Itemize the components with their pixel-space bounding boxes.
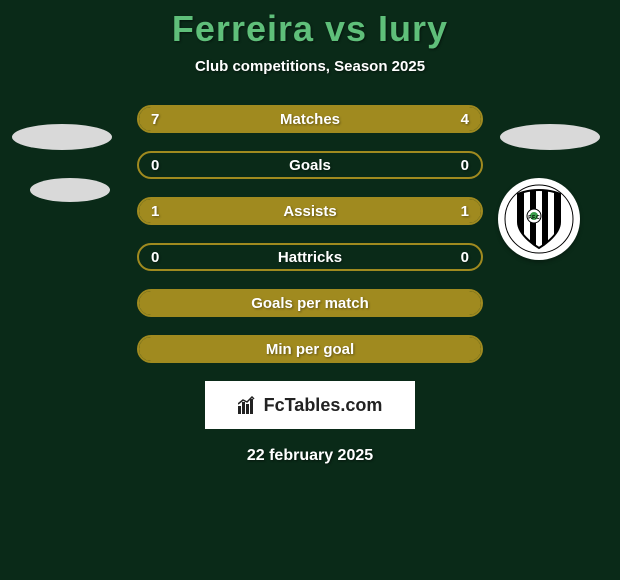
player-badge-right-1	[500, 124, 600, 150]
stat-right-value: 4	[461, 111, 469, 128]
stat-right-value: 0	[461, 157, 469, 174]
stat-left-value: 0	[151, 157, 159, 174]
stat-right-value: 0	[461, 249, 469, 266]
stat-left-value: 1	[151, 203, 159, 220]
player-badge-left-2	[30, 178, 110, 202]
brand-logo[interactable]: FcTables.com	[205, 381, 415, 429]
bar-chart-icon	[238, 396, 260, 414]
subtitle: Club competitions, Season 2025	[195, 58, 425, 75]
stat-row: 0 Goals 0	[137, 151, 483, 179]
stat-label: Min per goal	[266, 341, 354, 358]
stat-row: Min per goal	[137, 335, 483, 363]
svg-text:F.F.C: F.F.C	[528, 215, 540, 221]
stat-label: Goals per match	[251, 295, 369, 312]
stat-right-value: 1	[461, 203, 469, 220]
club-badge-right: F.F.C	[498, 178, 580, 260]
stat-left-value: 7	[151, 111, 159, 128]
brand-text: FcTables.com	[264, 395, 383, 416]
stat-label: Goals	[289, 157, 331, 174]
date-label: 22 february 2025	[247, 447, 373, 465]
shield-icon: F.F.C	[504, 184, 574, 254]
stat-label: Hattricks	[278, 249, 342, 266]
stat-label: Matches	[280, 111, 340, 128]
comparison-card: Ferreira vs Iury Club competitions, Seas…	[0, 0, 620, 580]
stat-row: Goals per match	[137, 289, 483, 317]
stat-label: Assists	[283, 203, 336, 220]
stat-row: 7 Matches 4	[137, 105, 483, 133]
player-badge-left-1	[12, 124, 112, 150]
stat-row: 1 Assists 1	[137, 197, 483, 225]
stat-left-value: 0	[151, 249, 159, 266]
page-title: Ferreira vs Iury	[172, 8, 448, 50]
stats-block: 7 Matches 4 0 Goals 0 1 Assists 1 0 Hattricks 0 Goal…	[137, 105, 483, 363]
stat-row: 0 Hattricks 0	[137, 243, 483, 271]
